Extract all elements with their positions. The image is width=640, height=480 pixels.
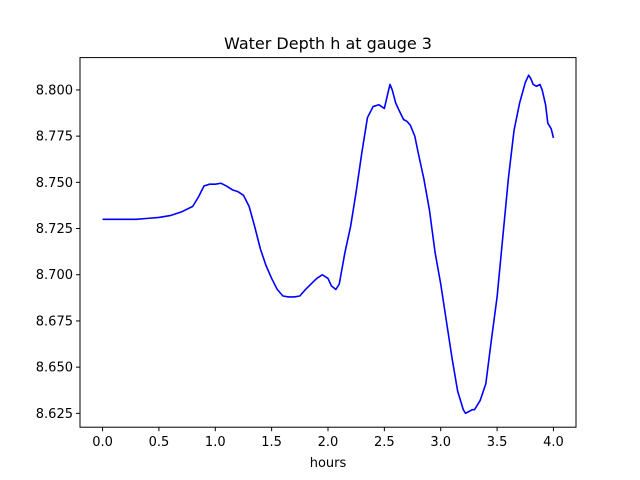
y-tick-label: 8.700 [36, 268, 73, 283]
y-axis: 8.625 8.650 8.675 8.700 8.725 8.750 8.775 8.800 [36, 83, 80, 422]
x-tick-label: 3.5 [487, 435, 508, 450]
x-tick-label: 0.5 [149, 435, 170, 450]
x-axis: 0.0 0.5 1.0 1.5 2.0 2.5 3.0 3.5 4.0 [92, 427, 564, 450]
series-line [102, 74, 555, 415]
x-tick-label: 0.0 [92, 435, 113, 450]
x-tick-label: 3.0 [430, 435, 451, 450]
y-tick-label: 8.800 [36, 83, 73, 98]
x-axis-label: hours [310, 456, 347, 471]
y-tick-label: 8.775 [36, 130, 73, 145]
x-tick-label: 1.5 [261, 435, 282, 450]
y-tick-label: 8.675 [36, 314, 73, 329]
y-tick-label: 8.650 [36, 361, 73, 376]
x-tick-label: 2.0 [318, 435, 339, 450]
y-tick-label: 8.725 [36, 222, 73, 237]
y-tick-label: 8.750 [36, 176, 73, 191]
axes-frame [79, 57, 577, 428]
x-tick-label: 2.5 [374, 435, 395, 450]
chart-title: Water Depth h at gauge 3 [224, 34, 432, 53]
plot-area [102, 74, 555, 415]
x-tick-label: 4.0 [543, 435, 564, 450]
x-tick-label: 1.0 [205, 435, 226, 450]
y-tick-label: 8.625 [36, 407, 73, 422]
